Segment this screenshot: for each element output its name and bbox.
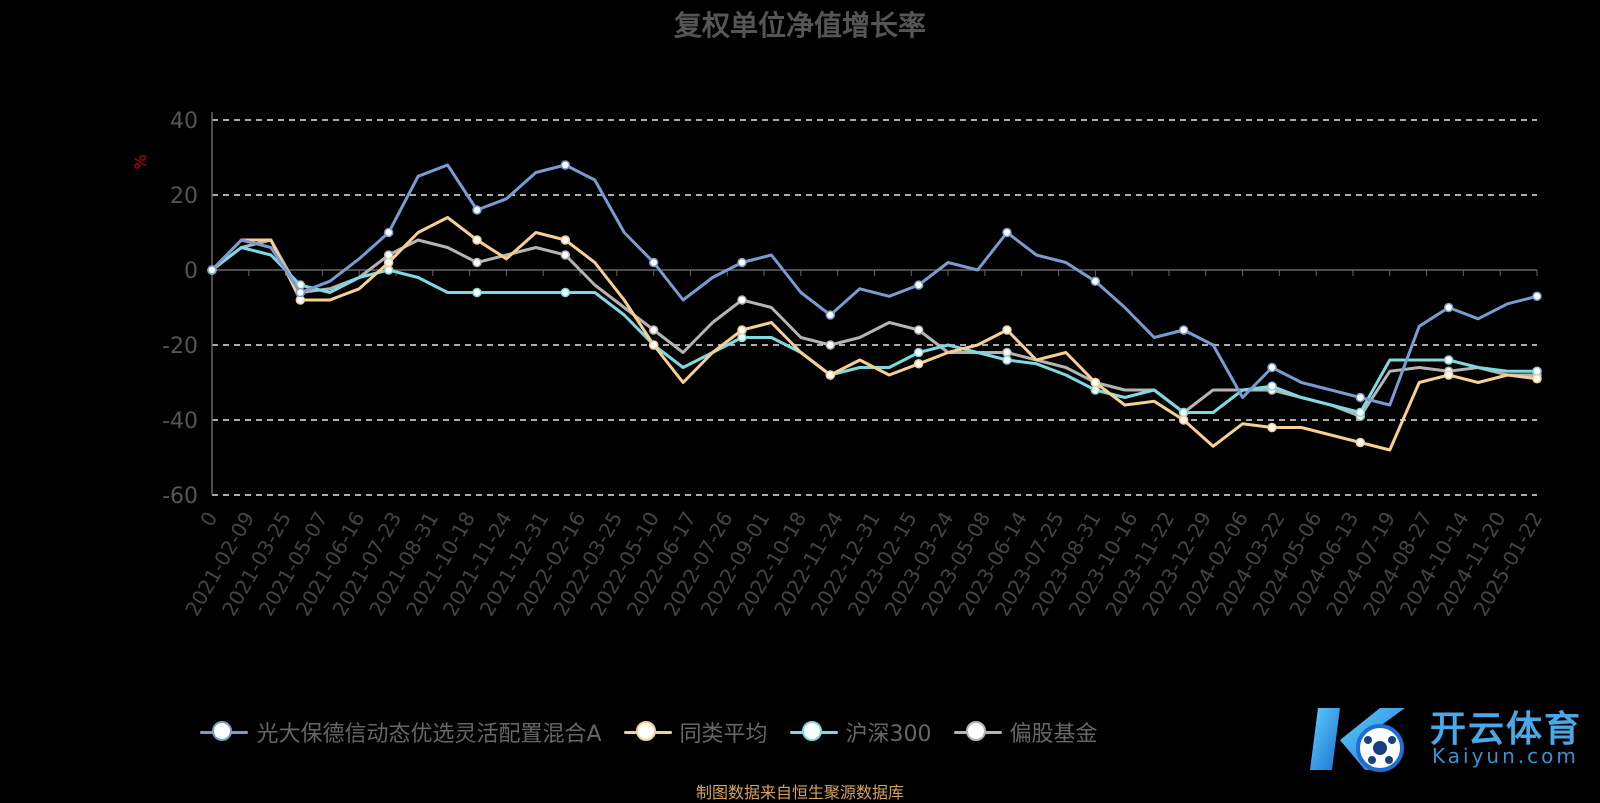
legend-dot-icon — [635, 720, 656, 741]
series-point-3 — [560, 250, 571, 260]
legend-dot-icon — [212, 720, 233, 741]
y-tick-label: -40 — [162, 409, 198, 434]
y-axis-label: % — [131, 154, 150, 169]
series-point-0 — [383, 227, 394, 238]
legend-marker-icon — [623, 720, 672, 741]
series-point-1 — [1090, 377, 1101, 388]
series-point-0 — [472, 205, 482, 215]
series-point-3 — [913, 325, 924, 335]
series-point-2 — [560, 287, 571, 298]
x-tick-label: 0 — [195, 508, 222, 531]
series-point-1 — [560, 235, 571, 245]
series-point-1 — [1002, 325, 1012, 335]
series-point-0 — [1090, 276, 1101, 286]
chart-title: 复权单位净值增长率 — [673, 9, 926, 42]
y-tick-label: 40 — [170, 109, 198, 134]
series-point-2 — [472, 287, 482, 298]
legend-item[interactable]: 沪深300 — [789, 716, 932, 748]
legend-marker-icon — [789, 720, 838, 741]
series-point-2 — [1355, 407, 1366, 418]
series-point-1 — [825, 370, 836, 380]
legend-dot-icon — [801, 720, 822, 741]
legend-item[interactable]: 光大保德信动态优选灵活配置混合A — [200, 716, 602, 748]
series-point-3 — [737, 295, 747, 305]
series-point-0 — [913, 280, 924, 290]
series-point-1 — [737, 325, 747, 335]
legend-item[interactable]: 偏股基金 — [953, 716, 1098, 748]
series-point-1 — [1443, 370, 1454, 380]
legend-item[interactable]: 同类平均 — [623, 716, 768, 748]
logo-text-cn: 开云体育 — [1430, 709, 1583, 750]
source-note: 制图数据来自恒生聚源数据库 — [695, 783, 904, 802]
series-point-1 — [1267, 422, 1277, 433]
legend-label: 光大保德信动态优选灵活配置混合A — [256, 722, 602, 747]
series-point-1 — [913, 359, 924, 369]
series-point-0 — [1002, 227, 1012, 238]
series-point-1 — [1178, 415, 1189, 425]
legend-dot-icon — [965, 720, 986, 741]
legend-label: 同类平均 — [679, 722, 768, 747]
series-point-3 — [825, 340, 836, 350]
legend-label: 沪深300 — [845, 722, 932, 747]
y-tick-label: -20 — [162, 334, 198, 359]
kaiyun-logo: 开云体育 Kaiyun.com — [1310, 700, 1600, 778]
series-point-0 — [560, 160, 571, 170]
y-tick-label: 0 — [184, 259, 198, 284]
series-line-3 — [211, 238, 1537, 418]
series-point-1 — [648, 340, 659, 350]
logo-badge-icon — [1310, 708, 1405, 772]
chart-legend: 光大保德信动态优选灵活配置混合A 同类平均 沪深300 偏股基金 — [0, 716, 1310, 748]
series-point-0 — [295, 287, 306, 298]
y-tick-label: -60 — [162, 484, 198, 509]
line-chart: 40200-20-40-60%02021-02-092021-03-252021… — [131, 109, 1547, 620]
series-point-1 — [472, 235, 482, 245]
series-point-0 — [648, 257, 659, 268]
series-line-0 — [210, 163, 1538, 407]
series-point-0 — [1532, 291, 1542, 301]
series-point-2 — [1267, 381, 1277, 391]
series-point-0 — [1267, 362, 1277, 373]
logo-text-en: Kaiyun.com — [1432, 744, 1579, 768]
y-tick-label: 20 — [170, 184, 198, 209]
legend-marker-icon — [200, 720, 249, 741]
series-point-2 — [1443, 355, 1454, 365]
series-point-2 — [913, 347, 924, 358]
series-line-1 — [210, 216, 1538, 452]
series-point-1 — [383, 257, 394, 268]
series-point-1 — [1355, 437, 1366, 448]
series-point-3 — [648, 325, 659, 335]
series-point-3 — [472, 257, 482, 268]
legend-label: 偏股基金 — [1009, 722, 1098, 747]
legend-marker-icon — [953, 720, 1002, 741]
series-point-1 — [1532, 374, 1542, 384]
series-point-0 — [1178, 325, 1189, 335]
series-point-0 — [207, 265, 217, 275]
series-point-2 — [1002, 355, 1012, 365]
series-point-0 — [737, 257, 747, 268]
series-point-0 — [1443, 302, 1454, 313]
series-point-0 — [825, 310, 836, 320]
series-point-0 — [1355, 392, 1366, 403]
